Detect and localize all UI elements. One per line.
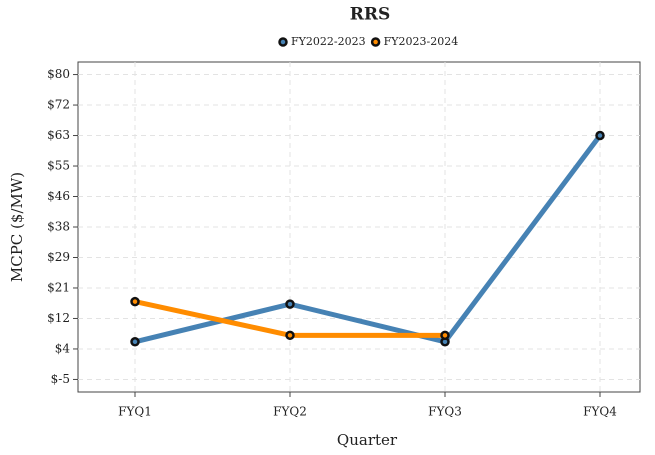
y-tick-label: $38 <box>47 220 70 234</box>
y-tick-label: $21 <box>47 280 70 294</box>
point <box>440 330 450 341</box>
y-tick-label: $12 <box>47 311 70 325</box>
legend: FY2022-2023 FY2023-2024 <box>278 35 459 48</box>
series-line <box>134 134 602 345</box>
y-tick-label: $72 <box>47 98 70 112</box>
point <box>130 296 140 307</box>
legend-marker <box>370 37 381 47</box>
legend-label: FY2022-2023 <box>291 35 366 48</box>
chart-title: RRS <box>350 5 391 25</box>
y-tick-label: $55 <box>47 159 70 173</box>
y-tick-label: $80 <box>47 67 70 81</box>
legend-label: FY2023-2024 <box>384 35 459 48</box>
point <box>595 130 605 141</box>
y-tick-label: $63 <box>47 128 70 142</box>
x-axis-label: Quarter <box>337 431 398 449</box>
point <box>285 330 295 341</box>
y-tick-label: $4 <box>55 341 71 355</box>
x-tick-label: FYQ4 <box>583 405 617 419</box>
y-tick-label: $29 <box>47 250 70 264</box>
y-axis-label: MCPC ($/MW) <box>8 172 26 282</box>
y-tick-label: $-5 <box>51 372 70 386</box>
point <box>285 299 295 309</box>
legend-marker <box>278 37 288 47</box>
x-tick-label: FYQ1 <box>118 405 152 419</box>
x-tick-label: FYQ3 <box>428 405 462 419</box>
y-tick-label: $46 <box>47 189 70 203</box>
x-tick-label: FYQ2 <box>273 405 307 419</box>
point <box>130 337 140 347</box>
